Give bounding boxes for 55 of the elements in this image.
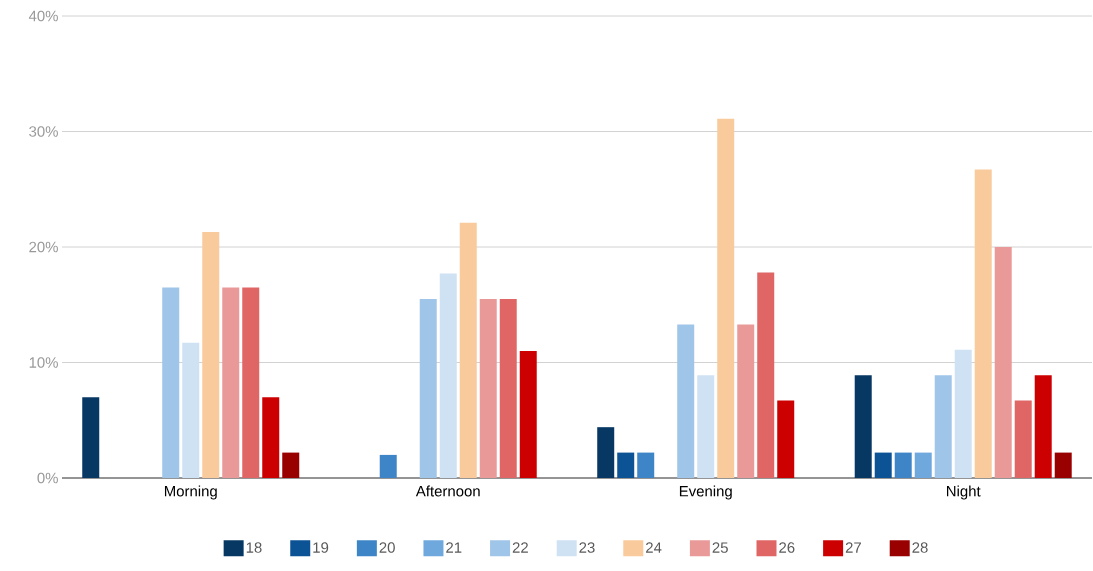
legend-label: 26 bbox=[779, 542, 795, 553]
y-tick-label: 0% bbox=[37, 472, 58, 484]
bar bbox=[934, 375, 952, 478]
bar bbox=[777, 400, 795, 478]
bar bbox=[914, 452, 932, 478]
bar bbox=[182, 342, 200, 478]
bar bbox=[379, 454, 397, 478]
legend-label: 22 bbox=[512, 542, 528, 553]
bar bbox=[1034, 375, 1052, 478]
legend-label: 18 bbox=[246, 542, 262, 553]
y-tick-label: 20% bbox=[29, 241, 58, 253]
bar bbox=[677, 324, 695, 478]
bar bbox=[954, 349, 972, 478]
bar bbox=[202, 231, 220, 478]
bar bbox=[874, 452, 892, 478]
bar bbox=[222, 287, 240, 478]
x-tick-label: Morning bbox=[164, 485, 217, 500]
bar bbox=[1014, 400, 1032, 478]
legend-label: 20 bbox=[379, 542, 395, 553]
bar bbox=[262, 397, 280, 478]
bar bbox=[459, 222, 477, 478]
bar bbox=[82, 397, 100, 478]
bar bbox=[974, 169, 992, 478]
x-tick-label: Afternoon bbox=[415, 485, 480, 497]
bar bbox=[1054, 452, 1072, 478]
bar bbox=[894, 452, 912, 478]
legend-label: 27 bbox=[845, 542, 861, 553]
bar bbox=[162, 287, 180, 478]
bar bbox=[597, 427, 615, 478]
bar bbox=[994, 247, 1012, 478]
bar bbox=[519, 350, 537, 478]
bar bbox=[439, 273, 457, 478]
bar bbox=[617, 452, 635, 478]
legend-label: 28 bbox=[912, 542, 928, 553]
bar bbox=[757, 272, 775, 478]
bar bbox=[717, 118, 735, 478]
y-tick-label: 30% bbox=[29, 126, 58, 137]
legend-label: 25 bbox=[712, 542, 728, 553]
bar bbox=[637, 452, 655, 478]
legend-label: 19 bbox=[313, 542, 329, 553]
y-tick-label: 40% bbox=[28, 10, 58, 22]
legend-label: 24 bbox=[646, 542, 662, 553]
x-tick-label: Evening bbox=[679, 485, 732, 500]
bar bbox=[419, 298, 437, 478]
legend-label: 21 bbox=[446, 542, 462, 553]
bar bbox=[499, 298, 517, 478]
bar bbox=[737, 324, 755, 478]
bar bbox=[282, 452, 300, 478]
bar bbox=[479, 298, 497, 478]
legend-label: 23 bbox=[579, 542, 595, 553]
bar bbox=[242, 287, 260, 478]
bar bbox=[854, 375, 872, 478]
x-tick-label: Night bbox=[946, 485, 981, 500]
bar bbox=[697, 375, 715, 478]
y-tick-label: 10% bbox=[29, 357, 58, 368]
